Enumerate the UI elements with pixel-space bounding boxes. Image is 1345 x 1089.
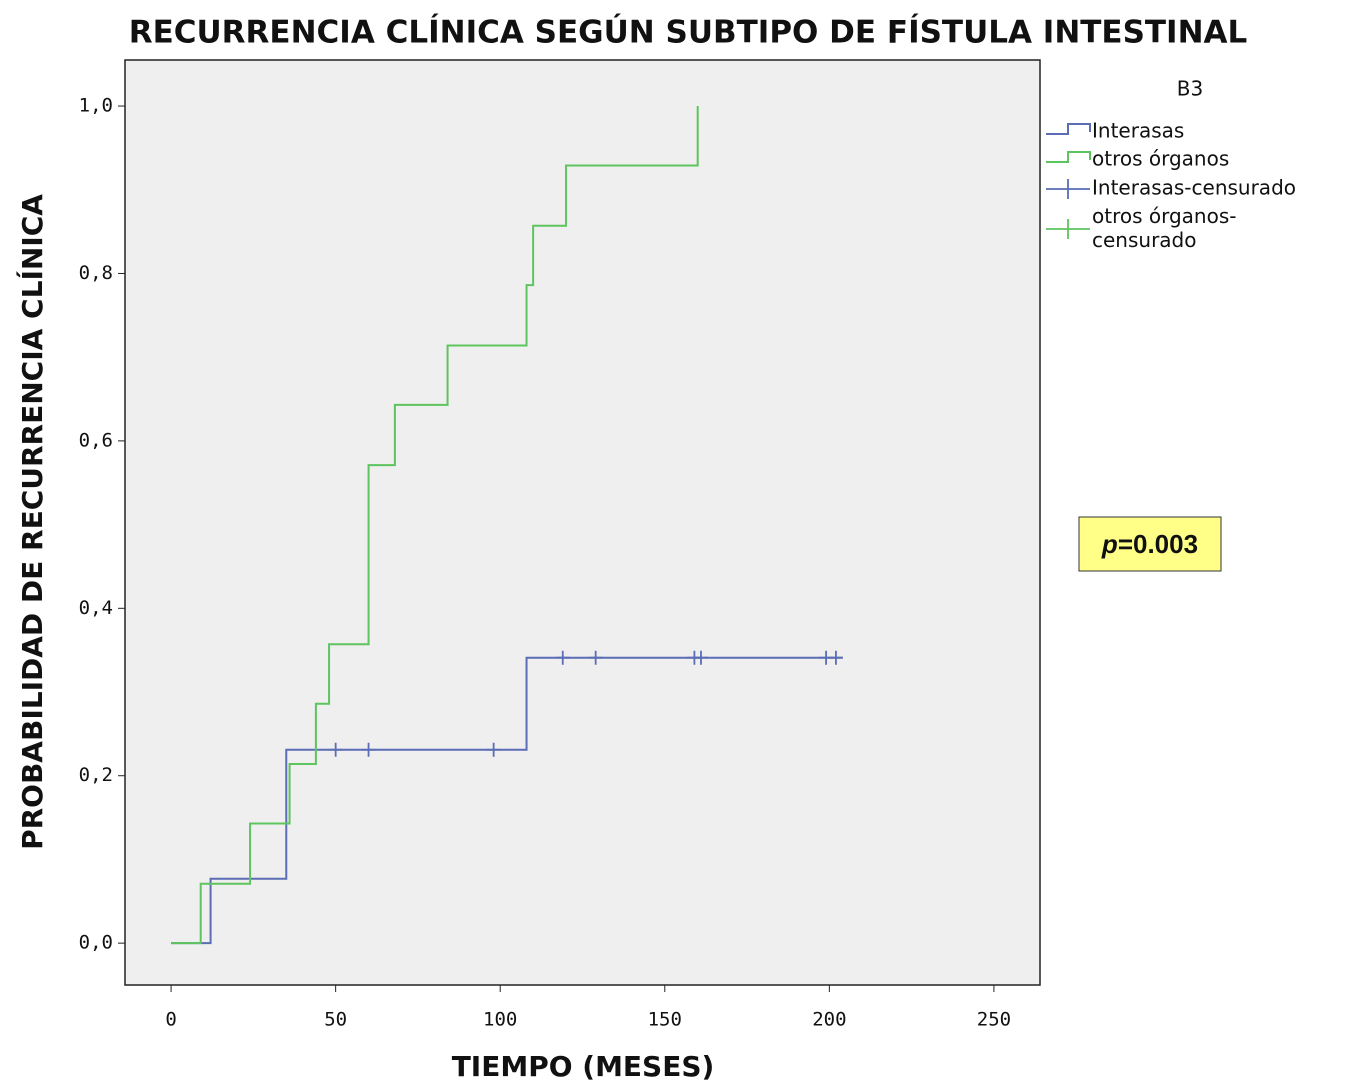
annotation-box	[1078, 516, 1222, 572]
legend-swatch	[1046, 219, 1090, 239]
censor-mark	[486, 742, 501, 757]
y-axis-label: PROBABILIDAD DE RECURRENCIA CLÍNICA	[15, 194, 49, 850]
legend-label: Interasas-censurado	[1092, 176, 1296, 200]
legend-swatch	[1046, 179, 1090, 199]
y-tick-label: 0,2	[79, 764, 113, 786]
x-axis-label: TIEMPO (MESES)	[452, 1050, 715, 1083]
annotation-italic: p	[1101, 529, 1118, 559]
y-tick-label: 0,6	[79, 429, 113, 451]
annotation: p=0.003	[1101, 529, 1198, 559]
chart-title: RECURRENCIA CLÍNICA SEGÚN SUBTIPO DE FÍS…	[129, 14, 1248, 51]
y-tick-label: 0,8	[79, 262, 113, 284]
censor-mark	[555, 650, 570, 665]
x-tick-label: 150	[648, 1009, 682, 1031]
km-line	[171, 656, 843, 945]
censor-mark	[361, 742, 376, 757]
km-line	[171, 106, 699, 945]
annotation-text: =0.003	[1118, 529, 1198, 559]
legend-title: B3	[1177, 77, 1203, 101]
x-tick-label: 50	[324, 1009, 347, 1031]
legend-label: otros órganos-censurado	[1092, 204, 1236, 252]
x-tick-label: 100	[483, 1009, 517, 1031]
legend-swatch	[1046, 123, 1091, 135]
x-tick-label: 0	[165, 1009, 176, 1031]
x-tick-label: 200	[812, 1009, 846, 1031]
censor-mark	[588, 650, 603, 665]
censor-mark	[828, 650, 843, 665]
plot-area	[124, 59, 1041, 986]
y-tick-label: 0,4	[79, 597, 113, 619]
censor-mark	[693, 650, 708, 665]
legend-label: Interasas	[1092, 119, 1184, 143]
y-tick-label: 0,0	[79, 932, 113, 954]
legend-label: otros órganos	[1092, 147, 1229, 171]
censor-mark	[328, 742, 343, 757]
legend-swatch	[1046, 151, 1091, 163]
y-tick-label: 1,0	[79, 95, 113, 117]
x-tick-label: 250	[977, 1009, 1011, 1031]
